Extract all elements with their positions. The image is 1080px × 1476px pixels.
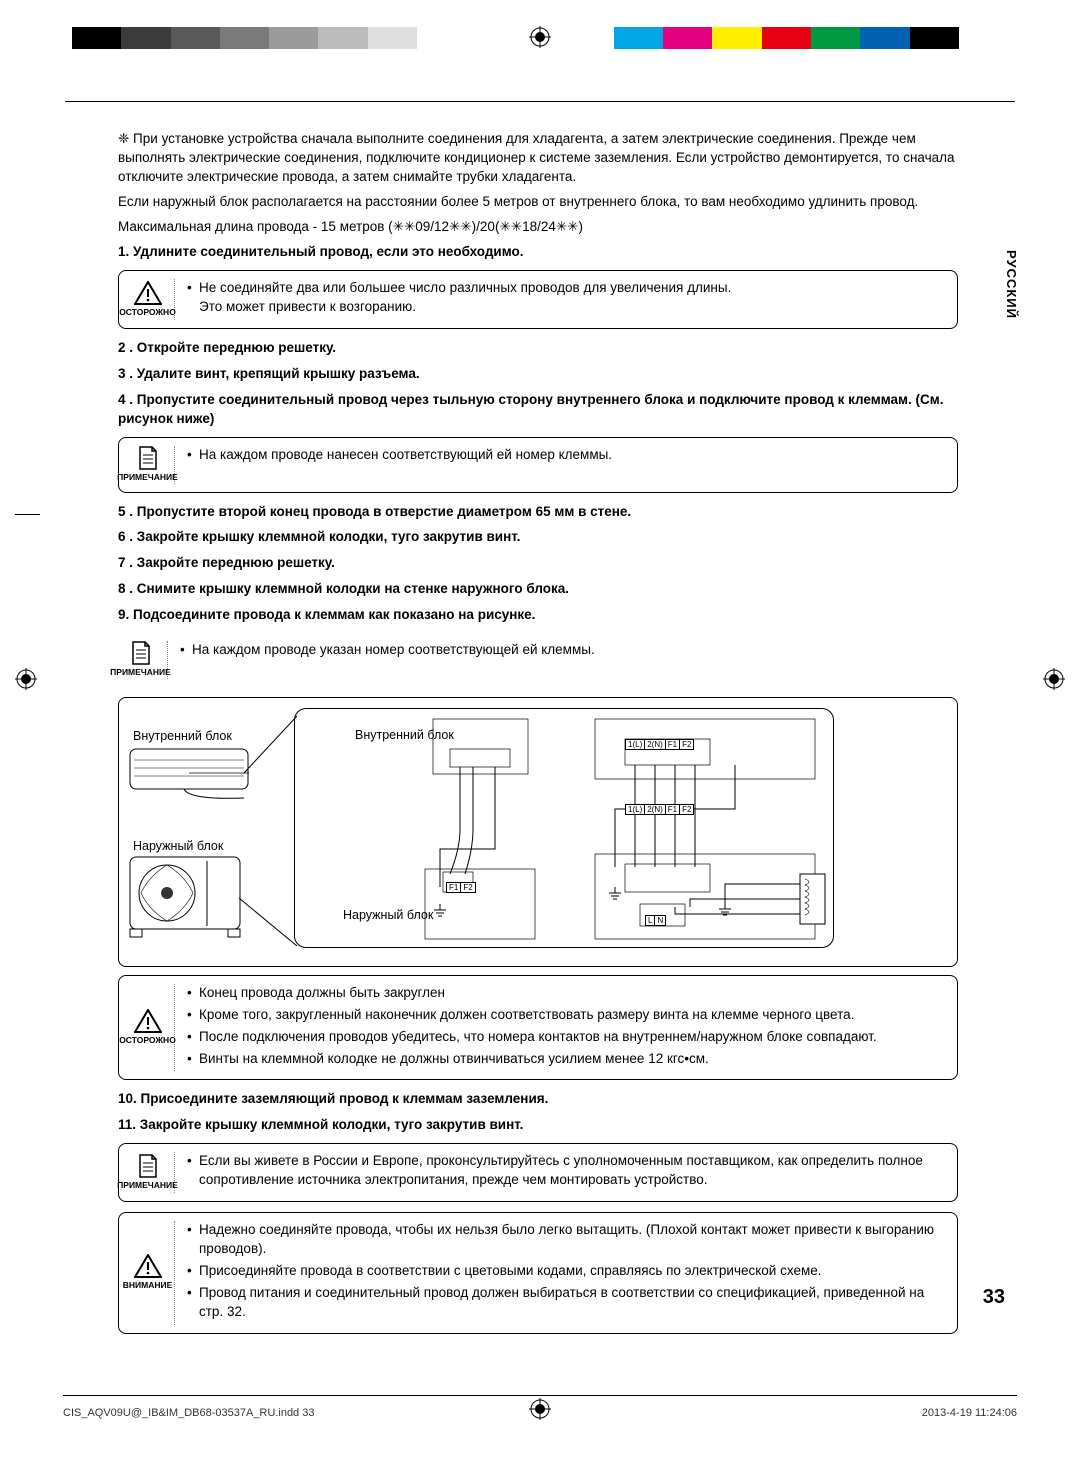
note-box-1: ПРИМЕЧАНИЕ На каждом проводе нанесен соо… [118, 437, 958, 493]
caution-line: Винты на клеммной колодке не должны отви… [187, 1050, 947, 1069]
note-label: ПРИМЕЧАНИЕ [110, 667, 171, 679]
note-page-icon [131, 641, 151, 665]
footer-filename: CIS_AQV09U@_IB&IM_DB68-03537A_RU.indd 33 [63, 1406, 314, 1421]
registration-mark-icon [15, 668, 37, 690]
crop-mark [15, 514, 40, 515]
registration-mark-icon [529, 26, 551, 48]
note-box-3: ПРИМЕЧАНИЕ Если вы живете в России и Евр… [118, 1143, 958, 1202]
warning-line: Провод питания и соединительный провод д… [187, 1284, 947, 1322]
caution-label: ОСТОРОЖНО [119, 307, 176, 319]
caution-box-1: ОСТОРОЖНО Не соединяйте два или большее … [118, 270, 958, 329]
step-10: 10. Присоедините заземляющий провод к кл… [118, 1090, 958, 1109]
page-content: ❈ При установке устройства сначала выпол… [118, 130, 958, 1344]
intro-text-2a: Если наружный блок располагается на расс… [118, 193, 958, 212]
caution-line: После подключения проводов убедитесь, чт… [187, 1028, 947, 1047]
step-2: 2 . Откройте переднюю решетку. [118, 339, 958, 358]
step-7: 7 . Закройте переднюю решетку. [118, 554, 958, 573]
warning-line: Присоединяйте провода в соответствии с ц… [187, 1262, 947, 1281]
note-page-icon [138, 446, 158, 470]
caution-line: Кроме того, закругленный наконечник долж… [187, 1006, 947, 1025]
intro-text-2b: Максимальная длина провода - 15 метров (… [118, 218, 958, 237]
step-4: 4 . Пропустите соединительный провод чер… [118, 391, 958, 429]
note-box-2: ПРИМЕЧАНИЕ На каждом проводе указан номе… [118, 633, 958, 687]
note-line: На каждом проводе указан номер соответст… [180, 641, 948, 660]
page-number: 33 [983, 1283, 1005, 1311]
wiring-diagram: Внутренний блок Наружный блок Внутренний… [118, 697, 958, 967]
print-footer: CIS_AQV09U@_IB&IM_DB68-03537A_RU.indd 33… [63, 1395, 1017, 1421]
step-11: 11. Закройте крышку клеммной колодки, ту… [118, 1116, 958, 1135]
step-6: 6 . Закройте крышку клеммной колодки, ту… [118, 528, 958, 547]
warning-triangle-icon [134, 281, 162, 305]
note-label: ПРИМЕЧАНИЕ [117, 472, 178, 484]
warning-label: ВНИМАНИЕ [123, 1280, 173, 1292]
note-line: Если вы живете в России и Европе, прокон… [187, 1152, 947, 1190]
note-line: На каждом проводе нанесен соответствующи… [187, 446, 947, 465]
top-rule [65, 101, 1015, 102]
registration-mark-icon [1043, 668, 1065, 690]
intro-text: ❈ При установке устройства сначала выпол… [118, 130, 958, 187]
footer-timestamp: 2013-4-19 11:24:06 [922, 1406, 1017, 1421]
warning-triangle-icon [134, 1254, 162, 1278]
warning-box: ВНИМАНИЕ Надежно соединяйте провода, что… [118, 1212, 958, 1333]
note-label: ПРИМЕЧАНИЕ [117, 1180, 178, 1192]
caution-box-2: ОСТОРОЖНО Конец провода должны быть закр… [118, 975, 958, 1081]
caution-line: Конец провода должны быть закруглен [187, 984, 947, 1003]
step-8: 8 . Снимите крышку клеммной колодки на с… [118, 580, 958, 599]
step-3: 3 . Удалите винт, крепящий крышку разъем… [118, 365, 958, 384]
warning-triangle-icon [134, 1009, 162, 1033]
step-5: 5 . Пропустите второй конец провода в от… [118, 503, 958, 522]
callout-leaders [119, 698, 959, 968]
step-9: 9. Подсоедините провода к клеммам как по… [118, 606, 958, 625]
warning-line: Надежно соединяйте провода, чтобы их нел… [187, 1221, 947, 1259]
caution-label: ОСТОРОЖНО [119, 1035, 176, 1047]
note-page-icon [138, 1154, 158, 1178]
caution-line: Не соединяйте два или большее число разл… [187, 279, 947, 317]
step-1: 1. Удлините соединительный провод, если … [118, 243, 958, 262]
language-tab: РУССКИЙ [1002, 250, 1020, 319]
